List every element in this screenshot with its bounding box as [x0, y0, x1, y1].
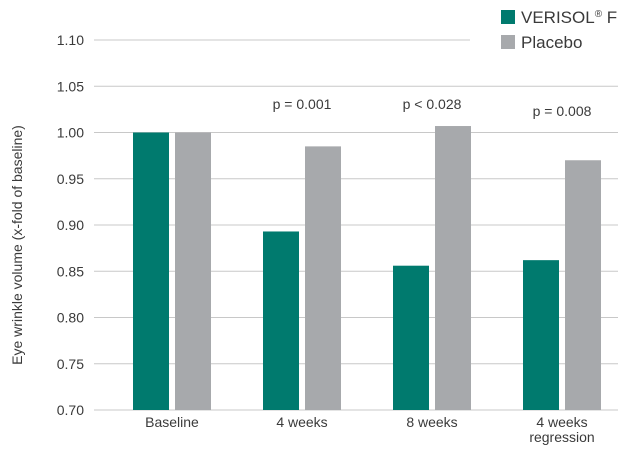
y-tick-label: 0.70: [57, 402, 84, 418]
bar-verisol: [133, 132, 169, 410]
bars: [133, 126, 601, 411]
legend: VERISOL® F Placebo: [501, 8, 617, 52]
p-value-annotation: p < 0.028: [403, 96, 462, 112]
legend-swatch-placebo: [501, 35, 515, 49]
y-tick-label: 0.95: [57, 171, 84, 187]
bar-verisol: [523, 260, 559, 410]
y-tick-label: 1.10: [57, 32, 84, 48]
y-axis-title: Eye wrinkle volume (x-fold of baseline): [9, 125, 25, 365]
p-value-annotation: p = 0.008: [533, 103, 592, 119]
legend-swatch-verisol: [501, 10, 515, 24]
p-value-annotation: p = 0.001: [273, 96, 332, 112]
y-tick-label: 0.90: [57, 217, 84, 233]
bar-verisol: [263, 231, 299, 410]
x-category-label: 4 weeks: [536, 414, 587, 430]
y-tick-labels: 0.70 0.75 0.80 0.85 0.90 0.95 1.00 1.05 1.10: [57, 32, 84, 418]
bar-placebo: [175, 132, 211, 410]
y-tick-label: 0.85: [57, 263, 84, 279]
y-tick-label: 1.05: [57, 78, 84, 94]
bar-placebo: [435, 126, 471, 411]
bar-placebo: [565, 160, 601, 410]
legend-label-verisol: VERISOL® F: [521, 8, 617, 27]
y-tick-label: 0.75: [57, 356, 84, 372]
bar-placebo: [305, 146, 341, 410]
x-category-label: 8 weeks: [406, 414, 457, 430]
y-tick-label: 1.00: [57, 125, 84, 141]
x-category-label: regression: [529, 429, 594, 445]
bar-verisol: [393, 265, 429, 410]
legend-label-placebo: Placebo: [521, 33, 582, 52]
x-category-label: 4 weeks: [276, 414, 327, 430]
x-category-label: Baseline: [145, 414, 199, 430]
y-tick-label: 0.80: [57, 310, 84, 326]
annotations: p = 0.001 p < 0.028 p = 0.008: [273, 96, 592, 119]
